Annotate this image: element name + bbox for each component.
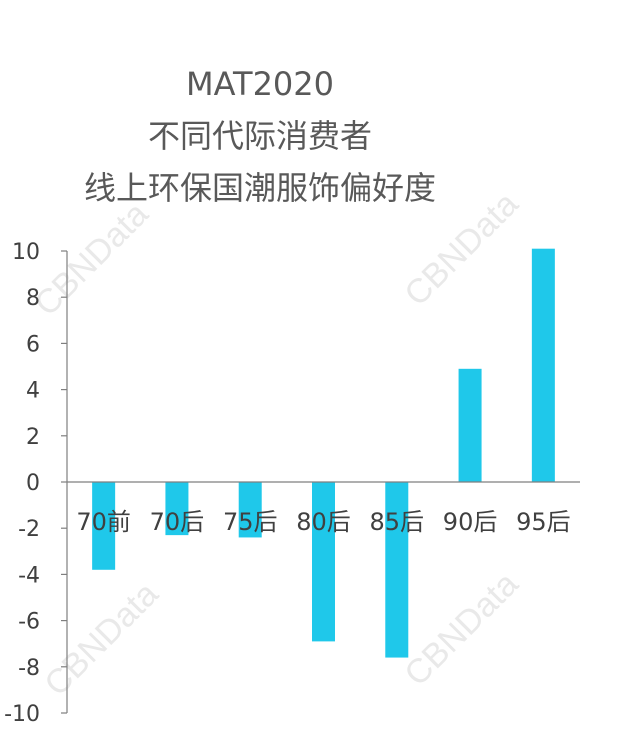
bar [385, 482, 409, 658]
x-category-label: 85后 [370, 508, 425, 536]
y-tick-label: -10 [4, 702, 40, 727]
bar [165, 482, 189, 536]
bar [312, 482, 335, 642]
x-category-label: 70前 [76, 508, 131, 536]
y-tick-label: -8 [18, 656, 40, 681]
y-tick-label: 10 [12, 240, 40, 265]
x-category-label: 95后 [516, 508, 571, 536]
chart-title-line-3: 线上环保国潮服饰偏好度 [83, 169, 436, 207]
y-tick-label: 0 [26, 471, 40, 496]
x-category-label: 80后 [296, 508, 351, 536]
y-tick-label: -4 [18, 563, 40, 588]
bar [92, 482, 116, 570]
y-tick-label: 2 [26, 425, 40, 450]
x-category-label: 75后 [223, 508, 278, 536]
bar [238, 482, 262, 538]
bar [458, 368, 482, 482]
bar [531, 248, 555, 482]
chart-title-line-2: 不同代际消费者 [147, 117, 372, 155]
x-category-label: 90后 [443, 508, 498, 536]
y-tick-label: 4 [26, 379, 40, 404]
y-tick-label: -6 [18, 610, 40, 635]
x-category-label: 70后 [150, 508, 205, 536]
chart-title-line-1: MAT2020 [186, 65, 334, 103]
y-tick-label: 6 [26, 332, 40, 357]
y-tick-label: 8 [26, 286, 40, 311]
y-tick-label: -2 [18, 517, 40, 542]
